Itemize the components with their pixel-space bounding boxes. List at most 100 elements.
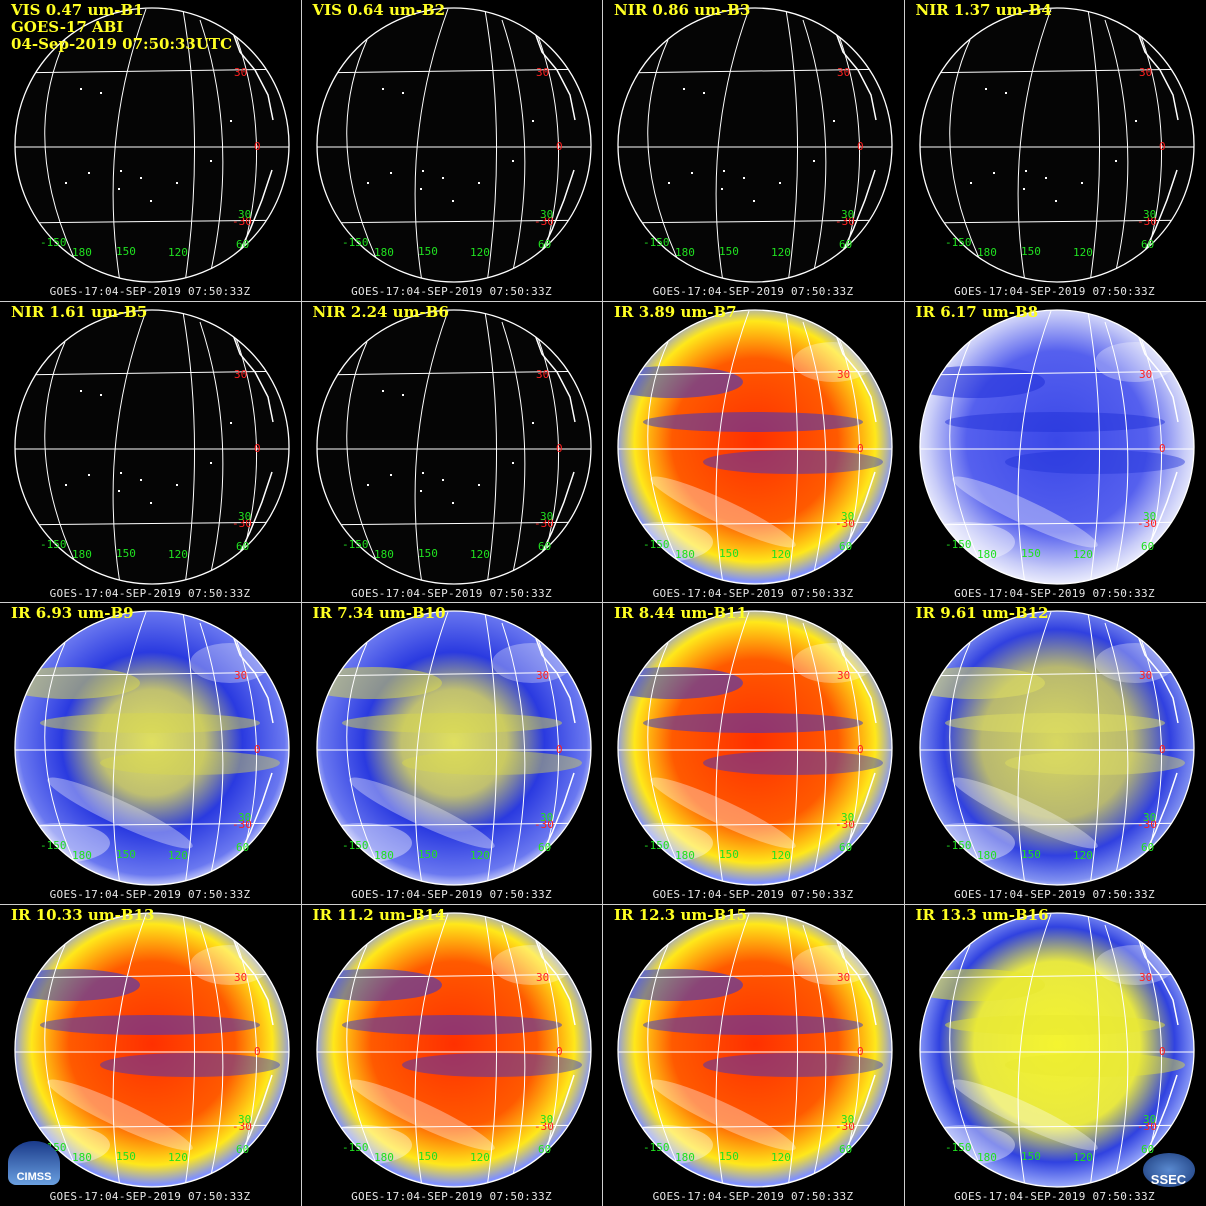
longitude-label: 120 bbox=[168, 1151, 188, 1164]
latitude-label: 30 bbox=[540, 811, 553, 824]
latitude-label: 0 bbox=[254, 140, 261, 153]
disk-limb bbox=[918, 610, 1195, 886]
longitude-label: 180 bbox=[675, 849, 695, 862]
graticule bbox=[15, 8, 289, 282]
longitude-label: -150 bbox=[643, 839, 670, 852]
disk-limb bbox=[14, 7, 290, 283]
longitude-label: 120 bbox=[1073, 1151, 1093, 1164]
graticule bbox=[15, 913, 289, 1187]
graticule bbox=[618, 611, 892, 885]
latitude-label: -30 bbox=[835, 1120, 855, 1133]
latitude-label: 0 bbox=[1159, 743, 1166, 756]
cloud-layer bbox=[15, 643, 280, 863]
latitude-label: -30 bbox=[1137, 1120, 1157, 1133]
satellite-panel: 30 0 -30 30 -150 180 150 120 60 NIR 1.37 um-B4 GOE… bbox=[904, 0, 1205, 300]
graticule bbox=[618, 310, 892, 584]
longitude-label: -150 bbox=[342, 236, 369, 249]
panel-timestamp: GOES-17:04-SEP-2019 07:50:33Z bbox=[954, 888, 1155, 901]
panel-title: VIS 0.64 um-B2 bbox=[312, 1, 446, 19]
panel-timestamp: GOES-17:04-SEP-2019 07:50:33Z bbox=[652, 586, 854, 600]
longitude-label: 60 bbox=[839, 238, 852, 251]
island-speckles bbox=[668, 88, 835, 202]
latitude-label: -30 bbox=[232, 818, 252, 831]
longitude-label: 150 bbox=[116, 245, 136, 258]
island-speckles bbox=[366, 389, 534, 504]
longitude-label: -150 bbox=[40, 538, 67, 551]
graticule bbox=[919, 8, 1194, 282]
graticule bbox=[618, 8, 892, 282]
satellite-panel: 30 0 -30 30 -150 180 150 120 60 IR 7.34 um-B10 GOE… bbox=[301, 603, 602, 903]
longitude-label: 180 bbox=[72, 246, 92, 259]
panel-title: IR 13.3 um-B16 bbox=[915, 905, 1049, 924]
longitude-label: 180 bbox=[675, 246, 695, 259]
longitude-label: 120 bbox=[771, 548, 791, 561]
longitude-label: 150 bbox=[116, 547, 136, 560]
latitude-label: 30 bbox=[234, 368, 247, 381]
satellite-panel: 30 0 -30 30 -150 180 150 120 60 VIS 0.64 um-B2 GOE… bbox=[301, 0, 602, 300]
longitude-label: 120 bbox=[470, 548, 490, 561]
latitude-label: 0 bbox=[857, 442, 864, 455]
panel-timestamp: GOES-17:04-SEP-2019 07:50:33Z bbox=[49, 1189, 251, 1203]
satellite-panel: 30 0 -30 30 -150 180 150 120 60 IR 11.2 um-B14 GOE… bbox=[301, 904, 602, 1205]
longitude-label: -150 bbox=[342, 1141, 369, 1154]
graticule bbox=[316, 8, 591, 282]
header-line3: 04-Sep-2019 07:50:33UTC bbox=[11, 35, 233, 53]
panel-timestamp: GOES-17:04-SEP-2019 07:50:33Z bbox=[351, 888, 552, 901]
latitude-label: 30 bbox=[540, 510, 553, 523]
longitude-label: 60 bbox=[236, 1143, 249, 1156]
longitude-label: 180 bbox=[675, 1151, 695, 1164]
latitude-label: 30 bbox=[238, 811, 251, 824]
longitude-label: 60 bbox=[236, 540, 249, 553]
graticule bbox=[316, 611, 591, 885]
island-speckles bbox=[969, 88, 1137, 202]
latitude-label: 0 bbox=[1159, 140, 1166, 153]
satellite-panel: 30 0 -30 30 -150 180 150 120 60 IR 3.89 um-B7 GOES… bbox=[603, 301, 903, 602]
longitude-label: 60 bbox=[1141, 238, 1154, 251]
longitude-label: 120 bbox=[1073, 849, 1093, 862]
longitude-label: 120 bbox=[771, 1151, 791, 1164]
longitude-label: -150 bbox=[945, 538, 972, 551]
longitude-label: 60 bbox=[236, 841, 249, 854]
latitude-label: 30 bbox=[1139, 368, 1152, 381]
satellite-panel: 30 0 -30 30 -150 180 150 120 60 NIR 0.86 um-B3 GOE… bbox=[603, 0, 903, 300]
latitude-label: -30 bbox=[1137, 818, 1157, 831]
latitude-label: 30 bbox=[238, 1113, 251, 1126]
longitude-label: 150 bbox=[719, 1150, 739, 1163]
disk-limb bbox=[617, 308, 893, 585]
latitude-label: -30 bbox=[232, 215, 252, 228]
longitude-label: -150 bbox=[643, 1141, 670, 1154]
disk-limb bbox=[617, 610, 893, 886]
latitude-label: -30 bbox=[534, 1120, 554, 1133]
latitude-label: 30 bbox=[837, 669, 850, 682]
panel-title: IR 10.33 um-B13 bbox=[11, 905, 155, 924]
panel-divider bbox=[602, 0, 603, 1206]
latitude-label: 30 bbox=[841, 811, 854, 824]
panel-divider bbox=[0, 602, 1206, 603]
latitude-label: 30 bbox=[238, 208, 251, 221]
panel-timestamp: GOES-17:04-SEP-2019 07:50:33Z bbox=[652, 285, 854, 298]
satellite-panel: 30 0 -30 30 -150 180 150 120 60 IR 6.93 um-B9 GOES… bbox=[0, 603, 300, 903]
disk-limb bbox=[918, 308, 1195, 585]
latitude-label: 30 bbox=[234, 66, 247, 79]
satellite-panel: 30 0 -30 30 -150 180 150 120 60 NIR 2.24 um-B6 GOE… bbox=[301, 301, 602, 602]
disk-limb bbox=[617, 7, 893, 283]
latitude-label: 30 bbox=[837, 66, 850, 79]
latitude-label: 30 bbox=[1139, 971, 1152, 984]
longitude-label: 60 bbox=[1141, 1143, 1154, 1156]
latitude-label: 0 bbox=[254, 1045, 261, 1058]
longitude-label: 150 bbox=[418, 547, 438, 560]
panel-title: NIR 2.24 um-B6 bbox=[312, 302, 449, 321]
latitude-label: 0 bbox=[556, 743, 563, 756]
latitude-label: 30 bbox=[536, 971, 549, 984]
panel-divider bbox=[300, 0, 302, 1206]
panel-divider bbox=[0, 300, 1206, 302]
panel-title: IR 11.2 um-B14 bbox=[312, 905, 446, 924]
graticule bbox=[919, 913, 1194, 1187]
